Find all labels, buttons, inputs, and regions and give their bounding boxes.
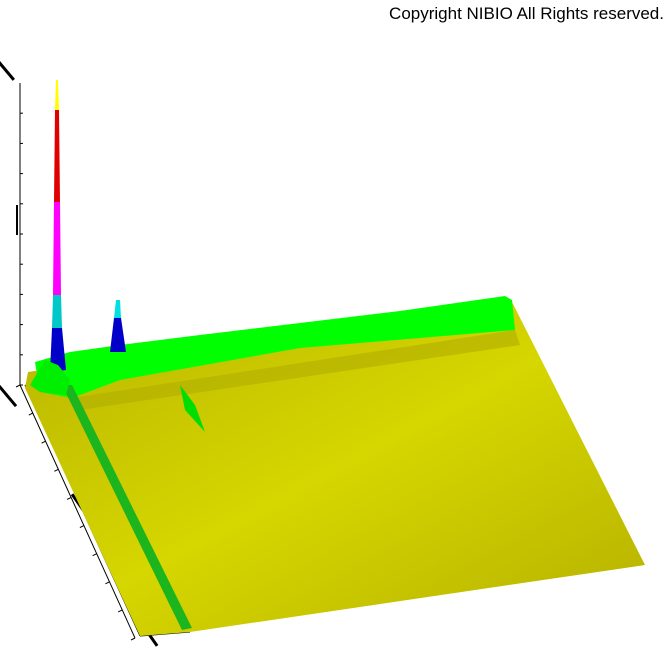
origin-label-mark <box>0 382 18 408</box>
main-peak <box>30 80 70 395</box>
y-tick <box>66 496 72 500</box>
y-tick <box>54 468 59 472</box>
surface-left-stripe <box>62 385 192 630</box>
y-tick <box>92 553 97 557</box>
y-tick <box>41 440 46 444</box>
small-peak-3 <box>180 385 205 432</box>
z-axis-top-label-mark <box>0 52 15 81</box>
y-tick <box>15 384 21 388</box>
copyright-text: Copyright NIBIO All Rights reserved. <box>389 4 664 23</box>
z-axis-label-mark <box>16 205 18 235</box>
y-tick <box>130 637 136 641</box>
y-ticks <box>15 384 136 641</box>
surface-back-ridge <box>35 296 515 398</box>
y-tick <box>28 412 34 416</box>
y-tick <box>105 581 110 585</box>
ridge-shadow <box>72 330 520 410</box>
z-ticks <box>20 112 23 386</box>
y-tick <box>79 525 85 529</box>
second-peak <box>110 300 126 352</box>
y-tick <box>117 609 123 613</box>
y-axis <box>19 384 136 639</box>
